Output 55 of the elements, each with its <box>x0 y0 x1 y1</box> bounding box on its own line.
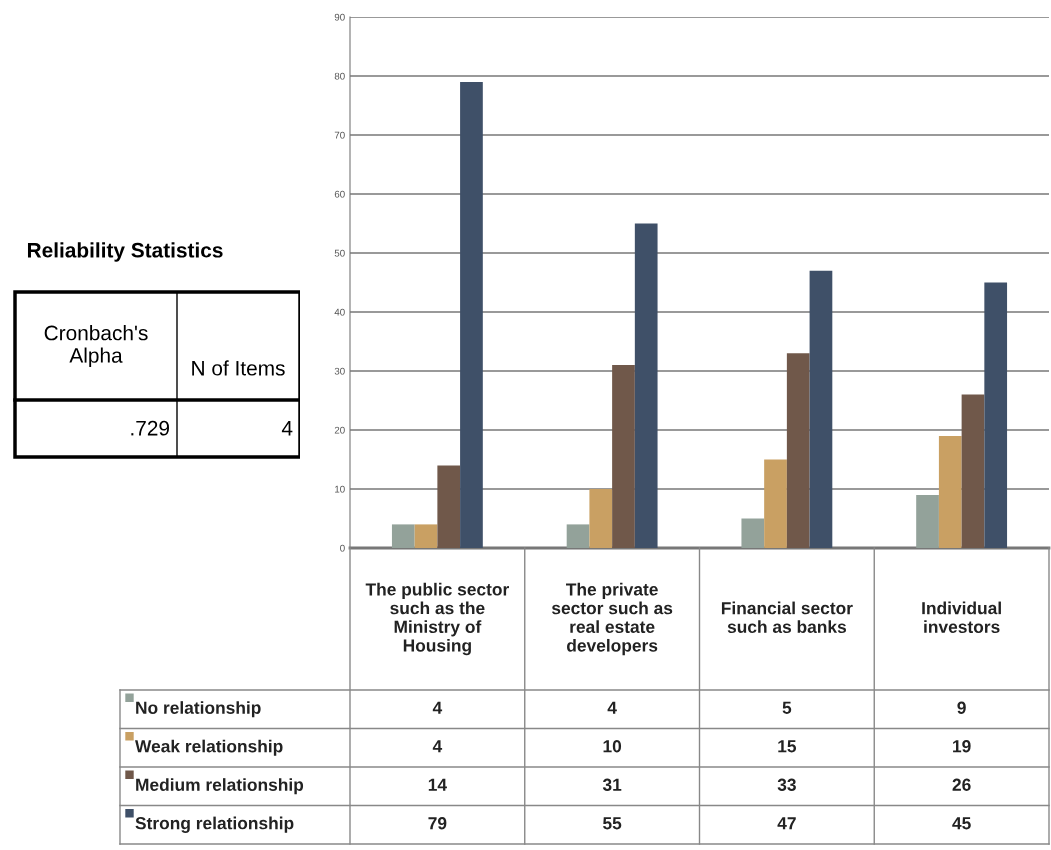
data-label: 14 <box>428 778 447 791</box>
x-tick-label: Individual investors <box>922 601 1001 634</box>
bar <box>916 494 939 548</box>
bar <box>414 524 438 548</box>
bar <box>961 394 985 548</box>
bar <box>786 353 810 548</box>
data-label: 4 <box>607 701 617 714</box>
legend-label: No relationship <box>136 701 261 718</box>
text: Reliability Statistics <box>27 242 223 262</box>
data-label: 55 <box>603 817 622 830</box>
bar <box>764 459 787 548</box>
legend-label: Weak relationship <box>135 739 283 756</box>
data-label: 47 <box>777 817 796 830</box>
bar <box>984 282 1008 548</box>
legend-label: Medium relationship <box>136 778 304 795</box>
bar <box>437 465 461 548</box>
text: Cronbach's Alpha <box>44 325 148 367</box>
bar <box>589 489 613 548</box>
data-label: 15 <box>778 740 797 753</box>
data-label: 5 <box>782 701 792 714</box>
bar <box>938 435 962 548</box>
data-label: 45 <box>952 817 971 830</box>
bar <box>634 223 658 548</box>
bar <box>612 365 635 548</box>
x-tick-label: Financial sector such as banks <box>721 601 853 634</box>
y-tick-label: 80 <box>334 72 345 80</box>
y-tick-label: 90 <box>334 13 345 21</box>
y-tick-label: 30 <box>334 367 345 375</box>
data-label: 10 <box>603 740 622 753</box>
bar <box>566 524 590 548</box>
data-label: 26 <box>952 778 971 791</box>
y-tick-label: 20 <box>334 426 345 434</box>
bar <box>391 524 415 548</box>
bar <box>741 518 765 548</box>
bar <box>460 81 483 548</box>
data-label: 4 <box>432 701 443 714</box>
y-tick-label: 60 <box>334 190 345 198</box>
data-label: 9 <box>957 701 966 714</box>
legend-label: Strong relationship <box>135 816 294 833</box>
y-tick-label: 10 <box>335 485 345 493</box>
y-tick-label: 40 <box>334 308 345 316</box>
text: N of Items <box>192 360 285 376</box>
bar <box>809 270 833 548</box>
x-tick-label: The private sector such as real estate developers <box>551 582 673 656</box>
data-label: 31 <box>602 778 622 791</box>
text: 4 <box>281 421 293 436</box>
y-tick-label: 0 <box>340 544 345 552</box>
text: .729 <box>131 420 170 436</box>
data-label: 19 <box>953 740 971 753</box>
data-label: 33 <box>777 778 796 791</box>
y-tick-label: 70 <box>334 131 345 139</box>
data-label: 4 <box>432 740 443 753</box>
y-tick-label: 50 <box>334 249 345 257</box>
data-label: 79 <box>428 817 447 830</box>
x-tick-label: The public sector such as the Ministry of Housing <box>365 582 509 656</box>
